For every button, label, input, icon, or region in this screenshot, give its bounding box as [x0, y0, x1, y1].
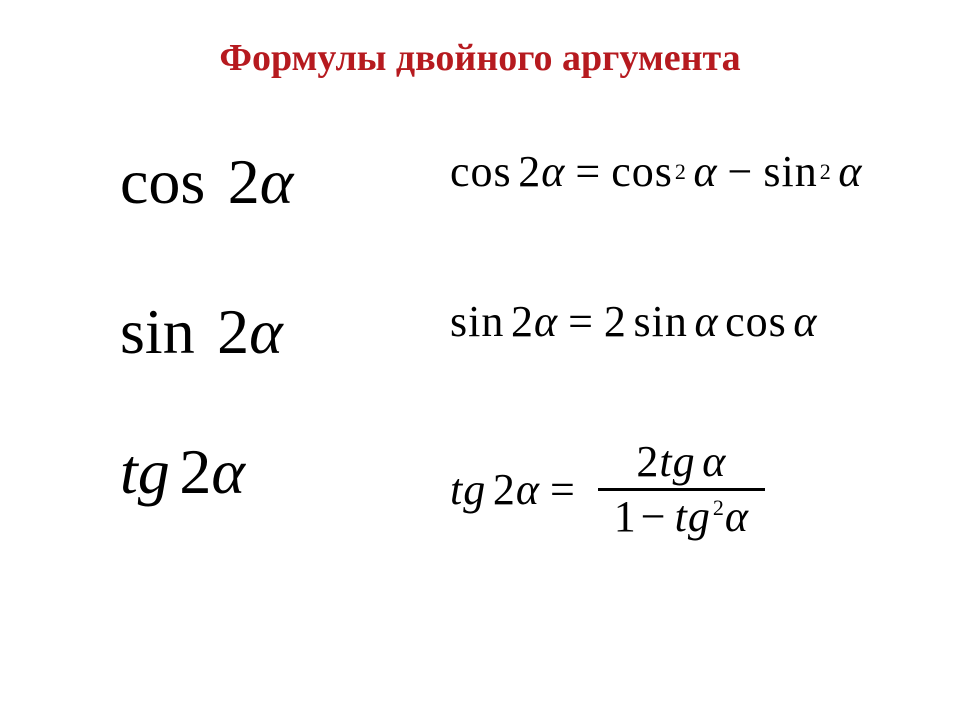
coeff-2: 2 — [636, 437, 659, 486]
fraction-denominator: 1−tg2α — [598, 495, 765, 539]
fn-cos: cos — [725, 300, 787, 344]
formula-row-cos: cos 2 α cos 2 α = cos 2 α − sin 2 α — [0, 150, 960, 260]
coeff-2: 2 — [179, 440, 211, 504]
fn-sin: sin — [633, 300, 687, 344]
alpha-glyph: α — [702, 437, 726, 486]
alpha-glyph: α — [541, 150, 565, 194]
equals-sign: = — [575, 150, 601, 194]
formula-row-tg: tg 2 α tg 2 α = 2tgα 1−tg2α — [0, 440, 960, 610]
coeff-2: 2 — [228, 150, 260, 214]
lhs-tg2a: tg 2 α — [120, 440, 245, 504]
lhs-sin2a: sin 2 α — [120, 300, 283, 364]
alpha-glyph: α — [694, 300, 718, 344]
fraction: 2tgα 1−tg2α — [598, 440, 765, 539]
alpha-glyph: α — [725, 492, 749, 541]
fn-cos: cos — [450, 150, 512, 194]
coeff-2: 2 — [493, 468, 516, 512]
alpha-glyph: α — [534, 300, 558, 344]
fn-sin: sin — [763, 150, 817, 194]
alpha-glyph: α — [260, 150, 294, 214]
formula-row-sin: sin 2 α sin 2 α = 2 sin α cos α — [0, 300, 960, 410]
alpha-glyph: α — [838, 150, 862, 194]
alpha-glyph: α — [211, 440, 245, 504]
alpha-glyph: α — [793, 300, 817, 344]
coeff-2: 2 — [518, 150, 541, 194]
rhs-cos2a: cos 2 α = cos 2 α − sin 2 α — [450, 150, 862, 194]
page-title: Формулы двойного аргумента — [0, 36, 960, 80]
slide: Формулы двойного аргумента cos 2 α cos 2… — [0, 0, 960, 720]
fn-sin: sin — [120, 300, 195, 364]
coeff-2: 2 — [511, 300, 534, 344]
exponent-2: 2 — [713, 495, 725, 520]
equals-sign: = — [550, 468, 576, 512]
equals-sign: = — [568, 300, 594, 344]
coeff-2: 2 — [604, 300, 627, 344]
lhs-cos2a: cos 2 α — [120, 150, 293, 214]
minus-sign: − — [728, 150, 754, 194]
fn-tg: tg — [120, 440, 170, 504]
fn-tg: tg — [450, 468, 486, 512]
one: 1 — [614, 492, 637, 541]
alpha-glyph: α — [516, 468, 540, 512]
fn-sin: sin — [450, 300, 504, 344]
alpha-glyph: α — [693, 150, 717, 194]
coeff-2: 2 — [217, 300, 249, 364]
fn-cos: cos — [120, 150, 205, 214]
fn-tg: tg — [675, 492, 711, 541]
rhs-tg2a: tg 2 α = 2tgα 1−tg2α — [450, 440, 765, 539]
fraction-bar — [598, 488, 765, 491]
rhs-sin2a: sin 2 α = 2 sin α cos α — [450, 300, 818, 344]
alpha-glyph: α — [249, 300, 283, 364]
fn-cos: cos — [611, 150, 673, 194]
fn-tg: tg — [659, 437, 695, 486]
fraction-numerator: 2tgα — [620, 440, 742, 484]
minus-sign: − — [641, 492, 667, 541]
